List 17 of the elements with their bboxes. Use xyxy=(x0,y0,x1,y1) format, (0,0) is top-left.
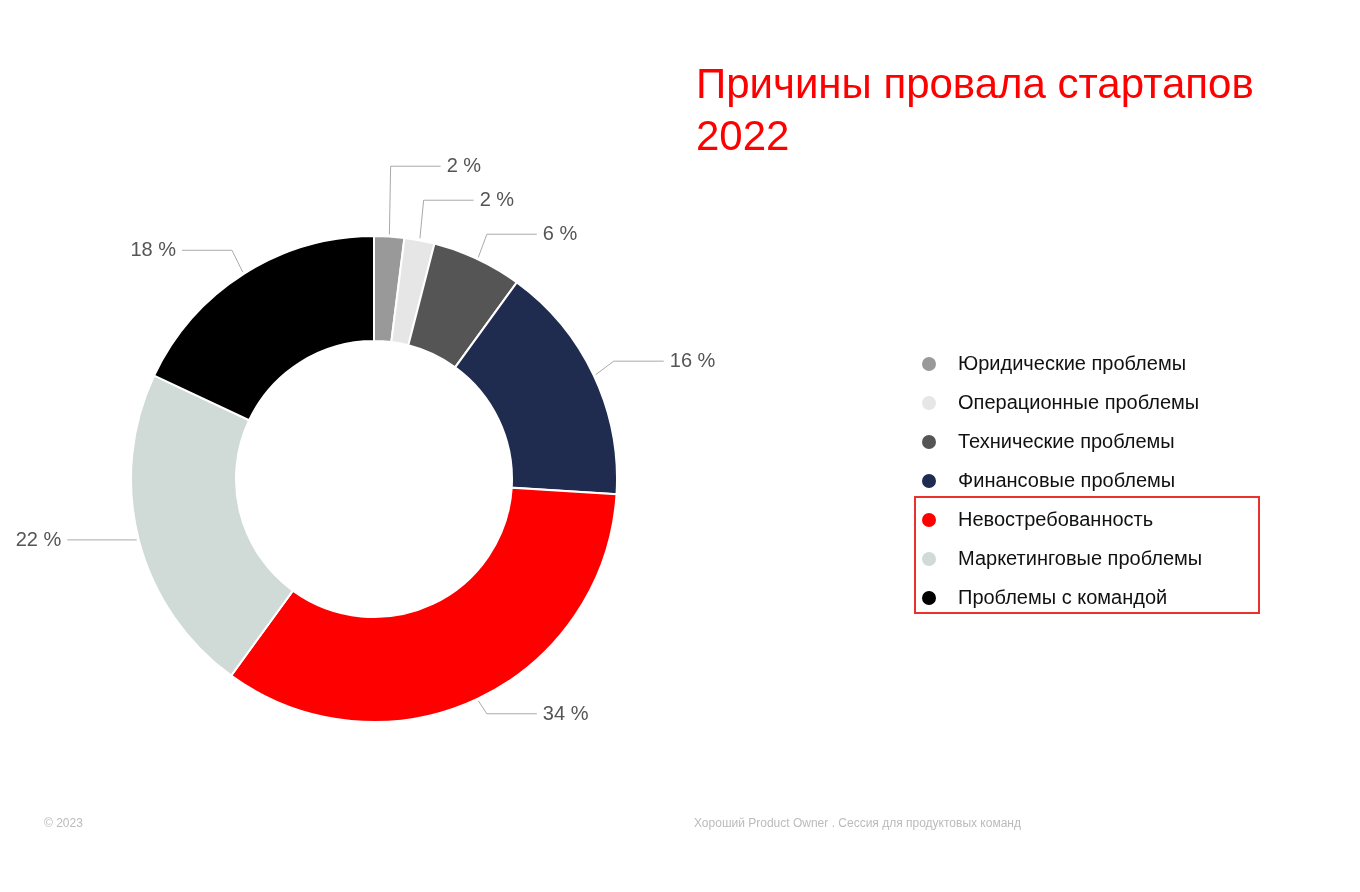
text: Хороший Product Owner . Сессия для продуктовых команд xyxy=(694,816,1021,830)
legend-label: Операционные проблемы xyxy=(958,391,1200,414)
text: © 2023 xyxy=(44,816,83,830)
data-label: 16 % xyxy=(669,349,716,372)
legend-label: Проблемы с командой xyxy=(958,586,1168,609)
data-label: 18 % xyxy=(130,238,177,261)
data-label: 2 % xyxy=(446,154,482,177)
legend-label: Невостребованность xyxy=(958,508,1154,531)
data-label: 6 % xyxy=(542,222,578,245)
legend-label: Маркетинговые проблемы xyxy=(958,547,1203,570)
legend-label: Юридические проблемы xyxy=(958,352,1187,375)
data-label: 22 % xyxy=(15,527,62,550)
chart-title: Причины провала стартапов 2022 xyxy=(696,59,1255,161)
data-label: 2 % xyxy=(479,188,515,211)
data-label: 34 % xyxy=(542,701,589,724)
legend-label: Технические проблемы xyxy=(958,430,1175,453)
legend-label: Финансовые проблемы xyxy=(958,469,1176,492)
